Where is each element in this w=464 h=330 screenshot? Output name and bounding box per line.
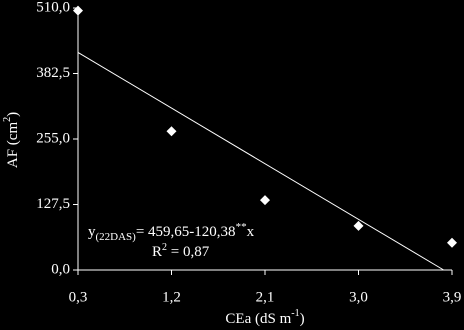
y-tick-label: 127,5 bbox=[36, 196, 70, 212]
y-tick-label: 255,0 bbox=[36, 130, 70, 146]
eq-sub: (22DAS) bbox=[96, 231, 137, 243]
y-tick-label: 382,5 bbox=[36, 65, 70, 81]
point bbox=[260, 195, 270, 206]
y-axis-label: AF (cm2) bbox=[2, 112, 21, 168]
y-label-text: AF (cm bbox=[5, 122, 21, 169]
r2-sup: 2 bbox=[162, 242, 167, 253]
equation: y(22DAS)= 459,65-120,38**x bbox=[88, 221, 255, 243]
x-label-sup: -1 bbox=[291, 308, 299, 319]
r2-text: R bbox=[152, 244, 162, 260]
x-tick-label: 2,1 bbox=[256, 289, 275, 305]
point bbox=[73, 5, 83, 16]
x-axis-label: CEa (dS m-1) bbox=[225, 308, 304, 327]
x-tick-label: 0,3 bbox=[69, 289, 88, 305]
y-label-sup: 2 bbox=[2, 117, 13, 122]
y-label-text: ) bbox=[5, 112, 21, 117]
eq-text: y bbox=[88, 224, 96, 240]
trendline bbox=[77, 52, 444, 271]
r-squared: R2 = 0,87 bbox=[152, 242, 210, 260]
x-label-text: ) bbox=[300, 311, 305, 327]
x-label-text: CEa (dS m bbox=[225, 311, 291, 327]
y-tick-label: 510,0 bbox=[36, 0, 70, 15]
x-tick-label: 3,0 bbox=[349, 289, 368, 305]
r2-text: = 0,87 bbox=[167, 244, 210, 260]
point bbox=[353, 220, 364, 231]
eq-sup: ** bbox=[236, 221, 247, 233]
eq-text: x bbox=[247, 224, 255, 240]
point bbox=[166, 126, 177, 137]
y-tick-label: 0,0 bbox=[51, 261, 70, 277]
x-tick-label: 1,2 bbox=[162, 289, 181, 305]
x-tick-label: 3,9 bbox=[443, 289, 462, 305]
point bbox=[447, 237, 457, 248]
eq-text: = 459,65-120,38 bbox=[136, 224, 236, 240]
